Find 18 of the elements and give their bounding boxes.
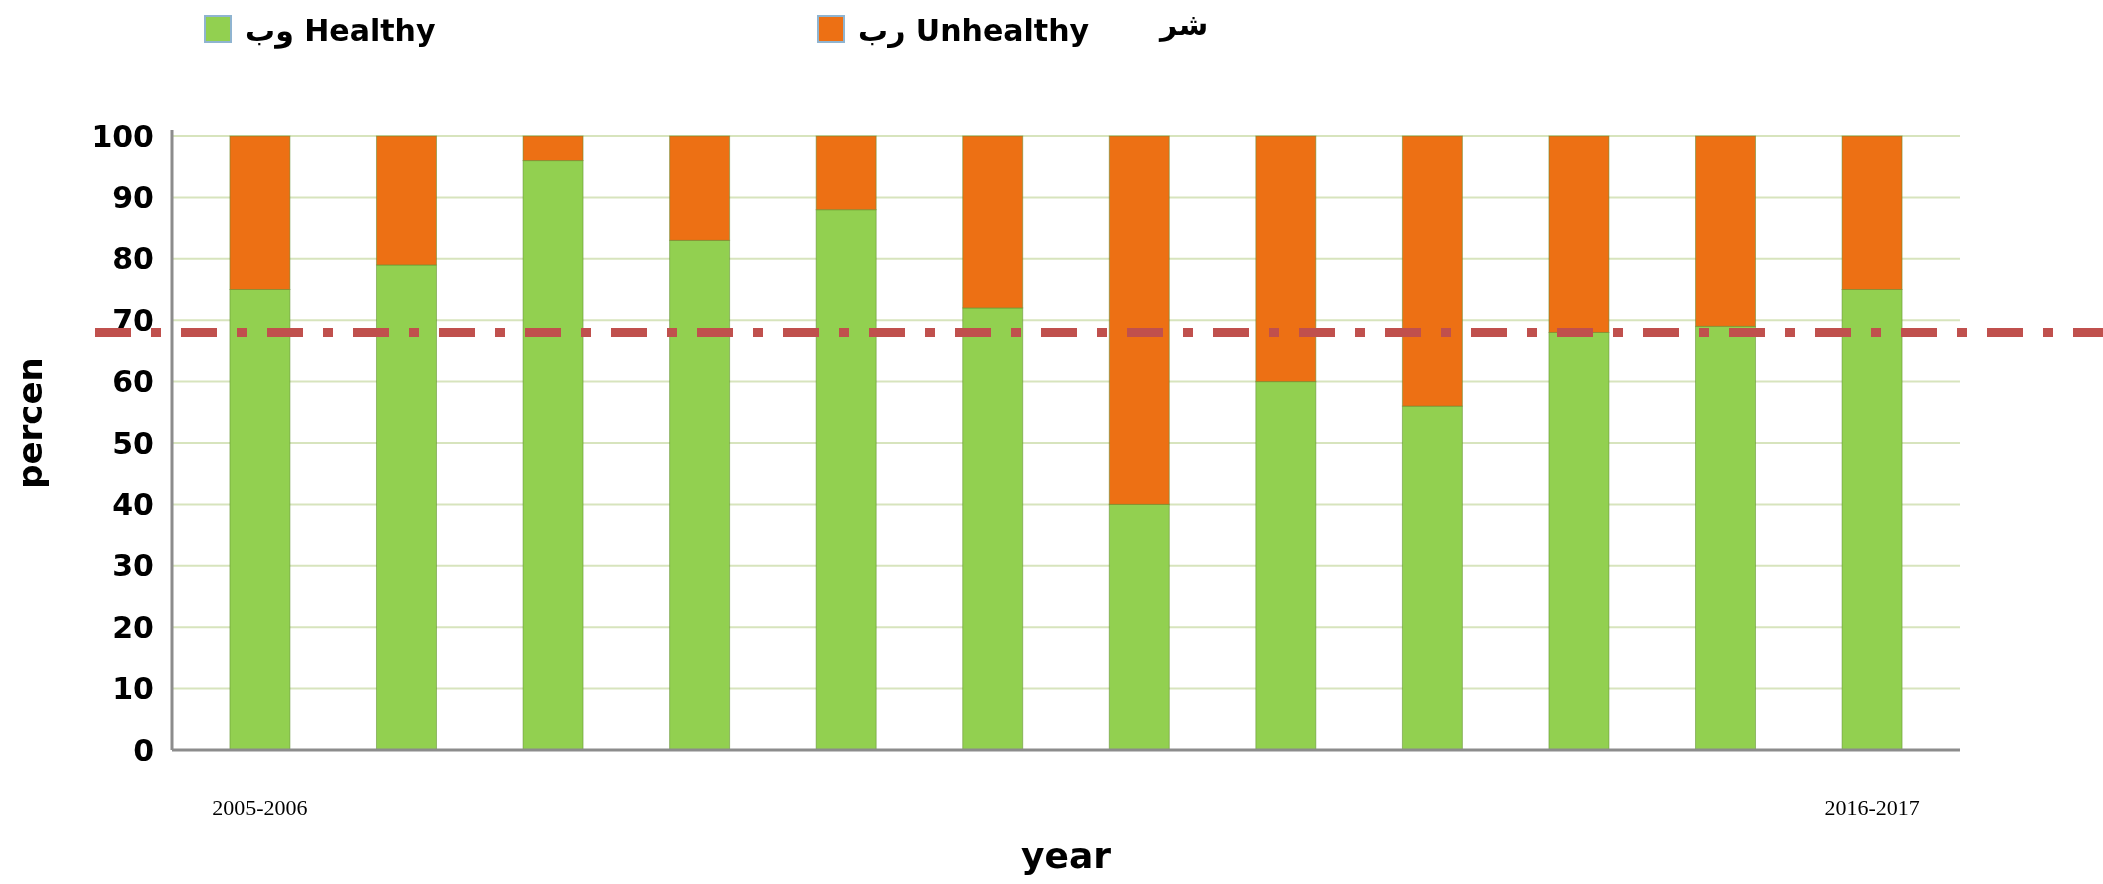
y-tick-label: 20	[112, 609, 154, 645]
y-axis-title: percen	[10, 357, 50, 489]
y-tick-label: 100	[91, 118, 154, 154]
y-tick-label: 10	[112, 671, 154, 707]
x-tick-label: 2005-2006	[212, 795, 308, 820]
legend-label: وب Healthy	[245, 12, 436, 49]
text: شر	[1158, 6, 1209, 42]
y-tick-label: 0	[133, 732, 154, 768]
x-tick-label: 2016-2017	[1824, 795, 1920, 820]
y-tick-label: 60	[112, 364, 154, 400]
legend-label: رب Unhealthy	[858, 12, 1090, 48]
y-tick-label: 30	[112, 548, 154, 584]
y-tick-label: 80	[112, 241, 154, 277]
y-tick-label: 50	[112, 425, 154, 461]
y-tick-label: 90	[112, 179, 154, 215]
y-tick-label: 40	[112, 486, 154, 522]
y-tick-label: 70	[112, 302, 154, 338]
x-axis-title: year	[1021, 835, 1112, 876]
